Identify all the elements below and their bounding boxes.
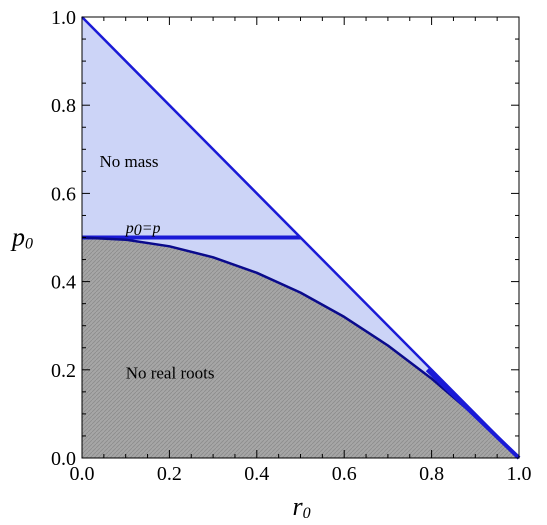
annotation-prefix: p xyxy=(125,220,134,237)
tick-labels-layer: 0.0 0.2 0.4 0.6 0.8 1.0 0.0 0.2 0.4 0.6 0.8 1.0 xyxy=(51,7,532,485)
x-tick-label-5: 1.0 xyxy=(507,463,532,485)
y-tick-label-3: 0.6 xyxy=(51,183,76,205)
ticks-layer xyxy=(81,16,520,459)
x-tick-label-4: 0.8 xyxy=(419,463,444,485)
x-tick-label-2: 0.4 xyxy=(244,463,269,485)
y-axis-label-main: p xyxy=(10,223,25,252)
x-tick-label-0: 0.0 xyxy=(70,463,95,485)
x-tick-label-1: 0.2 xyxy=(157,463,182,485)
region-no-real-roots xyxy=(82,237,519,458)
series-layer xyxy=(81,16,521,460)
annotation-rest: =p xyxy=(142,220,161,237)
series-line-3 xyxy=(425,368,521,460)
y-axis-label-sub: 0 xyxy=(25,236,33,253)
y-tick-label-4: 0.8 xyxy=(51,95,76,117)
x-axis-label-main: r xyxy=(293,492,304,521)
annotation-sub: 0 xyxy=(134,222,142,239)
y-tick-label-1: 0.2 xyxy=(51,360,76,382)
x-tick-label-3: 0.6 xyxy=(332,463,357,485)
y-tick-label-5: 1.0 xyxy=(51,7,76,29)
series-line-2 xyxy=(81,236,520,459)
y-tick-label-2: 0.4 xyxy=(51,272,76,294)
y-axis-label: p0 xyxy=(10,223,33,253)
region-label-no-real-roots: No real roots xyxy=(126,364,215,383)
y-tick-label-0: 0.0 xyxy=(51,448,76,470)
x-axis-label: r0 xyxy=(293,492,311,522)
annotation-p0-equals-p: p0=p xyxy=(125,220,161,239)
x-axis-label-sub: 0 xyxy=(303,505,311,522)
region-label-no-mass: No mass xyxy=(99,152,158,171)
